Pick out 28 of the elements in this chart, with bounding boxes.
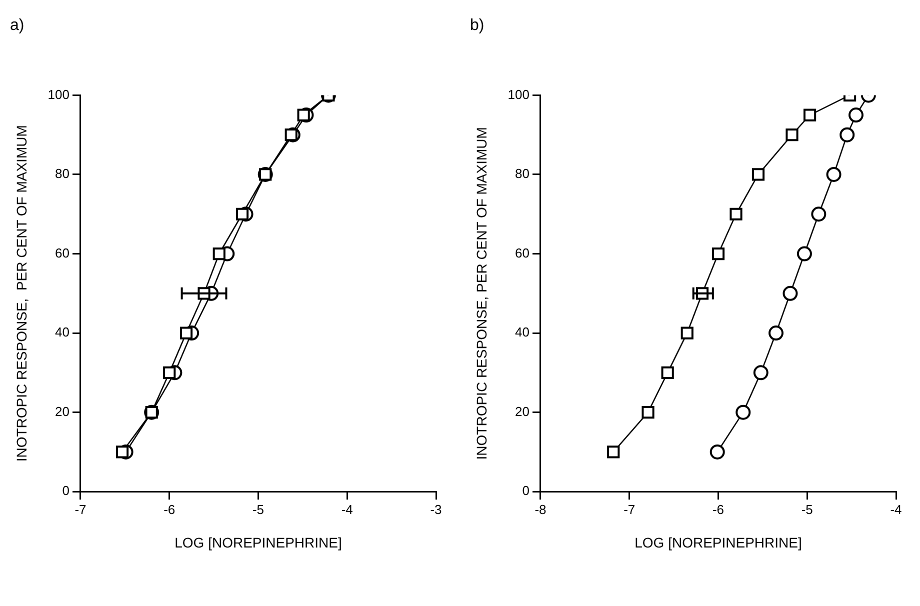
x-tick-label: -3 — [430, 502, 442, 517]
y-tick-label: 40 — [515, 324, 530, 340]
y-tick-label: 0 — [62, 483, 70, 498]
x-tick-label: -4 — [890, 502, 902, 517]
chart-title: a) — [10, 17, 24, 34]
y-tick-label: 100 — [48, 86, 70, 102]
y-tick-label: 20 — [515, 404, 530, 419]
x-axis-title: LOG [NOREPINEPHRINE] — [174, 534, 342, 550]
x-tick-label: -5 — [252, 502, 264, 517]
y-axis-title: INOTROPIC RESPONSE, PER CENT OF MAXIMUM — [13, 125, 30, 462]
y-tick-label: 40 — [55, 324, 70, 340]
y-tick-label: 80 — [55, 166, 70, 182]
x-tick-label: -7 — [74, 502, 86, 517]
x-tick-label: -6 — [164, 502, 176, 517]
x-tick-label: -8 — [534, 502, 546, 517]
y-tick-label: 0 — [522, 483, 530, 498]
y-tick-label: 60 — [55, 245, 70, 260]
y-tick-label: 100 — [508, 86, 530, 102]
y-tick-label: 80 — [515, 166, 530, 182]
x-tick-label: -6 — [712, 502, 724, 517]
x-tick-label: -7 — [624, 502, 636, 517]
y-tick-label: 60 — [515, 245, 530, 260]
x-tick-label: -5 — [801, 502, 813, 517]
x-axis-title: LOG [NOREPINEPHRINE] — [634, 534, 802, 550]
y-tick-label: 20 — [55, 404, 70, 419]
y-axis-title: INOTROPIC RESPONSE, PER CENT OF MAXIMUM — [473, 127, 490, 460]
chart-title: b) — [470, 17, 484, 34]
x-tick-label: -4 — [341, 502, 353, 517]
